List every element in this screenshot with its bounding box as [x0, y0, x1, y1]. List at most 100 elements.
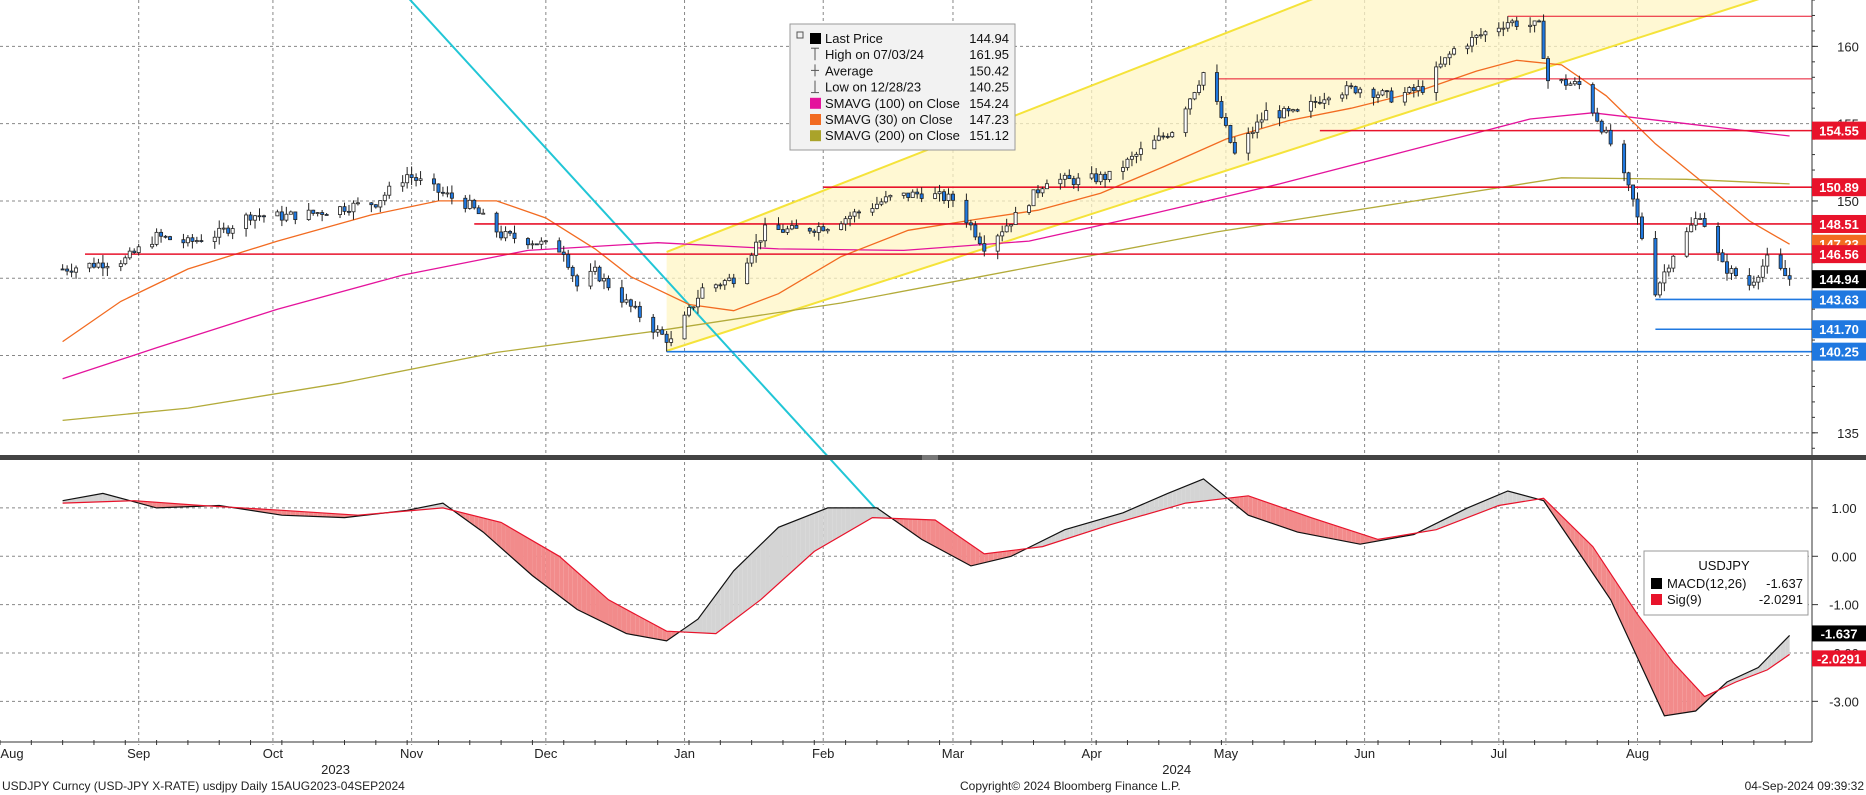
macd-fill: [1216, 489, 1222, 500]
price-label-tag: 144.94: [1812, 270, 1866, 289]
candle-body: [758, 240, 763, 243]
candle-body: [136, 246, 141, 253]
macd-legend-value: -2.0291: [1759, 592, 1803, 607]
macd-y-label: 0.00: [1831, 549, 1856, 564]
macd-fill: [1324, 521, 1329, 539]
candle-body: [1340, 94, 1345, 99]
candle-body: [306, 209, 311, 221]
month-label: Apr: [1082, 746, 1103, 761]
candle-body: [1447, 53, 1452, 59]
macd-fill: [317, 512, 323, 517]
candle-body: [691, 306, 696, 309]
candle-body: [1778, 254, 1783, 269]
macd-fill: [774, 527, 779, 588]
macd-fill: [1239, 496, 1244, 512]
macd-fill: [823, 507, 828, 547]
macd-fill: [1641, 620, 1647, 678]
candle-body: [915, 191, 920, 195]
macd-fill: [1131, 506, 1137, 519]
macd-fill: [1301, 514, 1307, 534]
macd-fill: [1762, 658, 1768, 672]
sma30-line: [62, 59, 1790, 343]
macd-fill: [984, 553, 989, 563]
candle-body: [660, 329, 665, 335]
candle-body: [1170, 132, 1175, 138]
macd-fill: [1606, 566, 1611, 600]
candle-body: [812, 230, 817, 233]
candle-body: [1389, 90, 1394, 103]
candle-body: [1322, 99, 1327, 104]
candle-body: [606, 278, 611, 289]
macd-fill: [322, 512, 327, 517]
macd-y-label: -1.00: [1829, 598, 1859, 613]
macd-y-label: 1.00: [1831, 501, 1856, 516]
legend-value: 154.24: [969, 96, 1009, 111]
legend-value: 144.94: [969, 31, 1009, 46]
macd-y-label: -3.00: [1829, 694, 1859, 709]
candle-body: [512, 232, 517, 239]
macd-fill: [286, 510, 291, 516]
macd-fill: [1328, 523, 1334, 540]
macd-fill: [1266, 502, 1271, 523]
candle-body: [154, 231, 159, 245]
price-label-box: [1812, 121, 1866, 140]
candle-body: [508, 231, 513, 234]
macd-fill: [961, 538, 967, 564]
macd-fill: [1243, 495, 1249, 516]
macd-fill: [474, 515, 479, 529]
macd-legend-title: USDJPY: [1698, 558, 1750, 573]
candle-body: [968, 222, 973, 226]
candle-body: [857, 211, 861, 214]
candle-body: [1452, 48, 1457, 55]
candle-body: [1402, 92, 1407, 103]
macd-fill: [532, 540, 537, 580]
macd-fill: [1516, 493, 1522, 503]
candle-body: [1223, 117, 1228, 126]
macd-fill: [738, 562, 743, 617]
macd-fill: [1619, 587, 1625, 629]
signal-line: [62, 495, 1790, 698]
macd-fill: [756, 544, 761, 604]
legend-label: SMAVG (100) on Close: [825, 96, 960, 111]
macd-fill: [805, 514, 810, 560]
macd-fill: [1194, 480, 1200, 503]
macd-fill: [1673, 662, 1678, 715]
candle-body: [1537, 20, 1542, 23]
candle-body: [593, 266, 598, 272]
candle-body: [1416, 86, 1421, 92]
candle-body: [1483, 31, 1488, 36]
price-legend-row: Last Price 144.94: [810, 31, 1009, 46]
macd-fill: [1078, 524, 1083, 536]
price-label-text: 148.51: [1819, 217, 1859, 232]
candle-body: [852, 211, 857, 217]
macd-fill: [313, 512, 318, 517]
legend-collapse-toggle: [796, 31, 804, 39]
macd-value-box: [1812, 650, 1866, 667]
candle-body: [400, 182, 405, 187]
candle-body: [1559, 79, 1564, 82]
year-label: 2023: [321, 762, 350, 777]
candle-body: [1725, 261, 1729, 274]
candle-body: [1760, 265, 1765, 278]
macd-fill: [653, 623, 658, 640]
macd-fill: [1668, 656, 1674, 716]
macd-fill: [331, 513, 336, 518]
legend-value: 150.42: [969, 63, 1009, 78]
candle-body: [718, 284, 723, 287]
macd-fill: [1109, 515, 1115, 525]
candle-body: [440, 191, 445, 194]
macd-fill: [304, 511, 309, 517]
macd-fill: [818, 509, 824, 549]
macd-fill: [917, 519, 922, 540]
candle-body: [293, 211, 298, 221]
macd-fill: [1776, 644, 1781, 664]
candle-body: [1138, 148, 1143, 155]
price-label-tag: 143.63: [1812, 290, 1866, 309]
candle-body: [870, 208, 875, 213]
macd-fill: [85, 495, 90, 503]
candle-body: [212, 236, 217, 242]
candle-body: [1188, 98, 1193, 110]
macd-fill: [648, 621, 654, 639]
macd-fill: [621, 607, 627, 634]
candle-body: [561, 251, 566, 255]
